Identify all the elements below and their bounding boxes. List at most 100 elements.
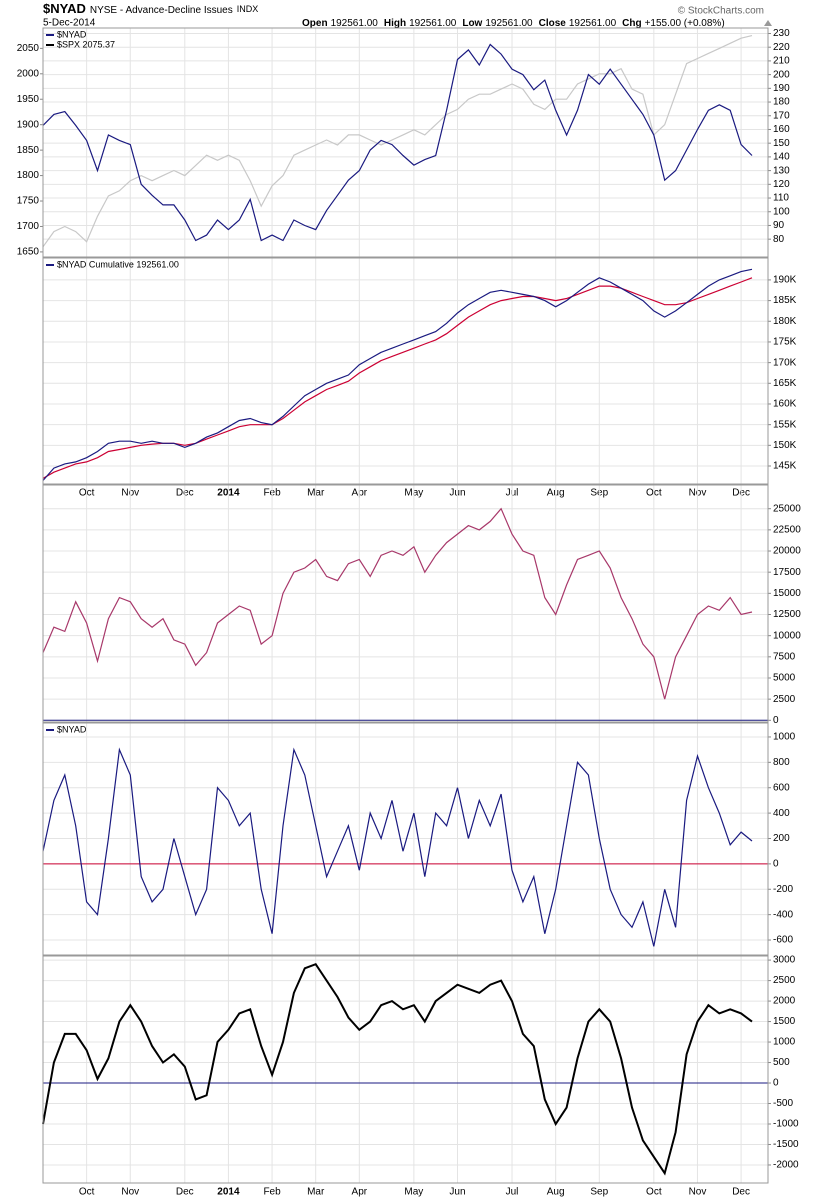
y-tick-label: 1950: [17, 94, 40, 105]
y-tick-label: 185K: [773, 295, 797, 306]
collapse-icon: [764, 20, 772, 26]
y-tick-label: 1850: [17, 145, 40, 156]
y-tick-label: 0: [773, 859, 779, 870]
y-tick-label: 22500: [773, 525, 801, 536]
panel-frame: [42, 27, 769, 258]
y-tick-label: 1650: [17, 247, 40, 258]
y-tick-label: 17500: [773, 567, 801, 578]
x-tick-label: 2014: [217, 1187, 240, 1198]
series-line: [42, 277, 753, 479]
y-tick-label: 1000: [773, 1037, 796, 1048]
quote-label: Low: [462, 18, 482, 29]
y-tick-label: 7500: [773, 651, 796, 662]
y-tick-label: 15000: [773, 588, 801, 599]
y-tick-label: 20000: [773, 546, 801, 557]
panel-frame: [42, 257, 769, 485]
y-tick-label: 1750: [17, 196, 40, 207]
copyright: © StockCharts.com: [678, 6, 764, 17]
y-tick-label: 180K: [773, 316, 797, 327]
series-line: [42, 507, 753, 700]
y-tick-label: 160K: [773, 399, 797, 410]
y-tick-label: 170K: [773, 357, 797, 368]
y-tick-label: 150: [773, 138, 790, 149]
quote-label: Close: [539, 18, 567, 29]
y-tick-label: 25000: [773, 503, 801, 514]
header-quote: Open 192561.00 High 192561.00 Low 192561.00 Cl…: [302, 18, 725, 29]
y-tick-label: 90: [773, 220, 785, 231]
y-tick-label: 155K: [773, 419, 797, 430]
y-tick-label: 180: [773, 97, 790, 108]
panel-frame: [42, 484, 769, 723]
legend-label: $SPX 2075.37: [57, 39, 115, 49]
panel-frame: [42, 955, 769, 1184]
quote-value: +155.00 (+0.08%): [645, 18, 725, 29]
y-tick-label: -1500: [773, 1139, 799, 1150]
x-tick-label: May: [404, 1187, 423, 1198]
y-tick-label: -600: [773, 935, 793, 946]
symbol: $NYAD: [43, 1, 86, 16]
y-tick-label: 175K: [773, 337, 797, 348]
quote-value: 192561.00: [485, 18, 533, 29]
y-tick-label: 140: [773, 152, 790, 163]
y-tick-label: 160: [773, 124, 790, 135]
y-tick-label: 200: [773, 833, 790, 844]
series-line: [42, 747, 753, 947]
symbol-kind: INDX: [237, 4, 259, 14]
series-line: [42, 35, 753, 248]
y-tick-label: 220: [773, 42, 790, 53]
y-tick-label: 2500: [773, 694, 796, 705]
y-tick-label: 210: [773, 56, 790, 67]
series-line: [42, 268, 753, 481]
x-tick-label: Nov: [121, 1187, 139, 1198]
symbol-name: NYSE - Advance-Decline Issues: [90, 5, 233, 16]
y-tick-label: -200: [773, 884, 793, 895]
x-tick-label: Sep: [590, 1187, 608, 1198]
legend-label: $NYAD Cumulative 192561.00: [57, 259, 179, 269]
y-tick-label: 12500: [773, 609, 801, 620]
y-tick-label: 1000: [773, 732, 796, 743]
y-tick-label: 10000: [773, 630, 801, 641]
x-tick-label: Oct: [646, 1187, 662, 1198]
y-tick-label: 150K: [773, 440, 797, 451]
y-tick-label: -1000: [773, 1119, 799, 1130]
x-tick-label: Dec: [732, 1187, 750, 1198]
y-tick-label: 130: [773, 165, 790, 176]
y-tick-label: 120: [773, 179, 790, 190]
y-tick-label: -2000: [773, 1160, 799, 1171]
y-tick-label: 2000: [773, 996, 796, 1007]
y-tick-label: 3000: [773, 955, 796, 966]
y-tick-label: 230: [773, 28, 790, 39]
header-date: 5-Dec-2014: [43, 18, 96, 29]
x-tick-label: Oct: [79, 1187, 95, 1198]
y-tick-label: 165K: [773, 378, 797, 389]
y-tick-label: 2000: [17, 68, 40, 79]
y-tick-label: 80: [773, 234, 785, 245]
y-tick-label: 190K: [773, 275, 797, 286]
x-tick-label: Aug: [547, 1187, 565, 1198]
y-tick-label: 170: [773, 110, 790, 121]
y-tick-label: 500: [773, 1057, 790, 1068]
y-tick-label: -500: [773, 1098, 793, 1109]
series-line: [42, 962, 753, 1176]
legend-label: $NYAD: [57, 724, 87, 734]
y-tick-label: 2050: [17, 43, 40, 54]
y-tick-label: 190: [773, 83, 790, 94]
y-tick-label: 100: [773, 206, 790, 217]
x-tick-label: Dec: [176, 1187, 194, 1198]
x-tick-label: Jun: [449, 1187, 465, 1198]
quote-label: Chg: [622, 18, 641, 29]
y-tick-label: 600: [773, 782, 790, 793]
y-tick-label: 110: [773, 193, 789, 204]
y-tick-label: 1700: [17, 221, 40, 232]
y-tick-label: 800: [773, 757, 790, 768]
y-tick-label: -400: [773, 909, 793, 920]
quote-value: 192561.00: [569, 18, 617, 29]
y-tick-label: 0: [773, 715, 779, 726]
legend-label: $NYAD: [57, 29, 87, 39]
y-tick-label: 1900: [17, 119, 40, 130]
x-tick-label: Feb: [263, 1187, 281, 1198]
header-title: $NYAD NYSE - Advance-Decline Issues INDX: [43, 1, 258, 16]
quote-value: 192561.00: [331, 18, 379, 29]
y-tick-label: 1500: [773, 1016, 796, 1027]
